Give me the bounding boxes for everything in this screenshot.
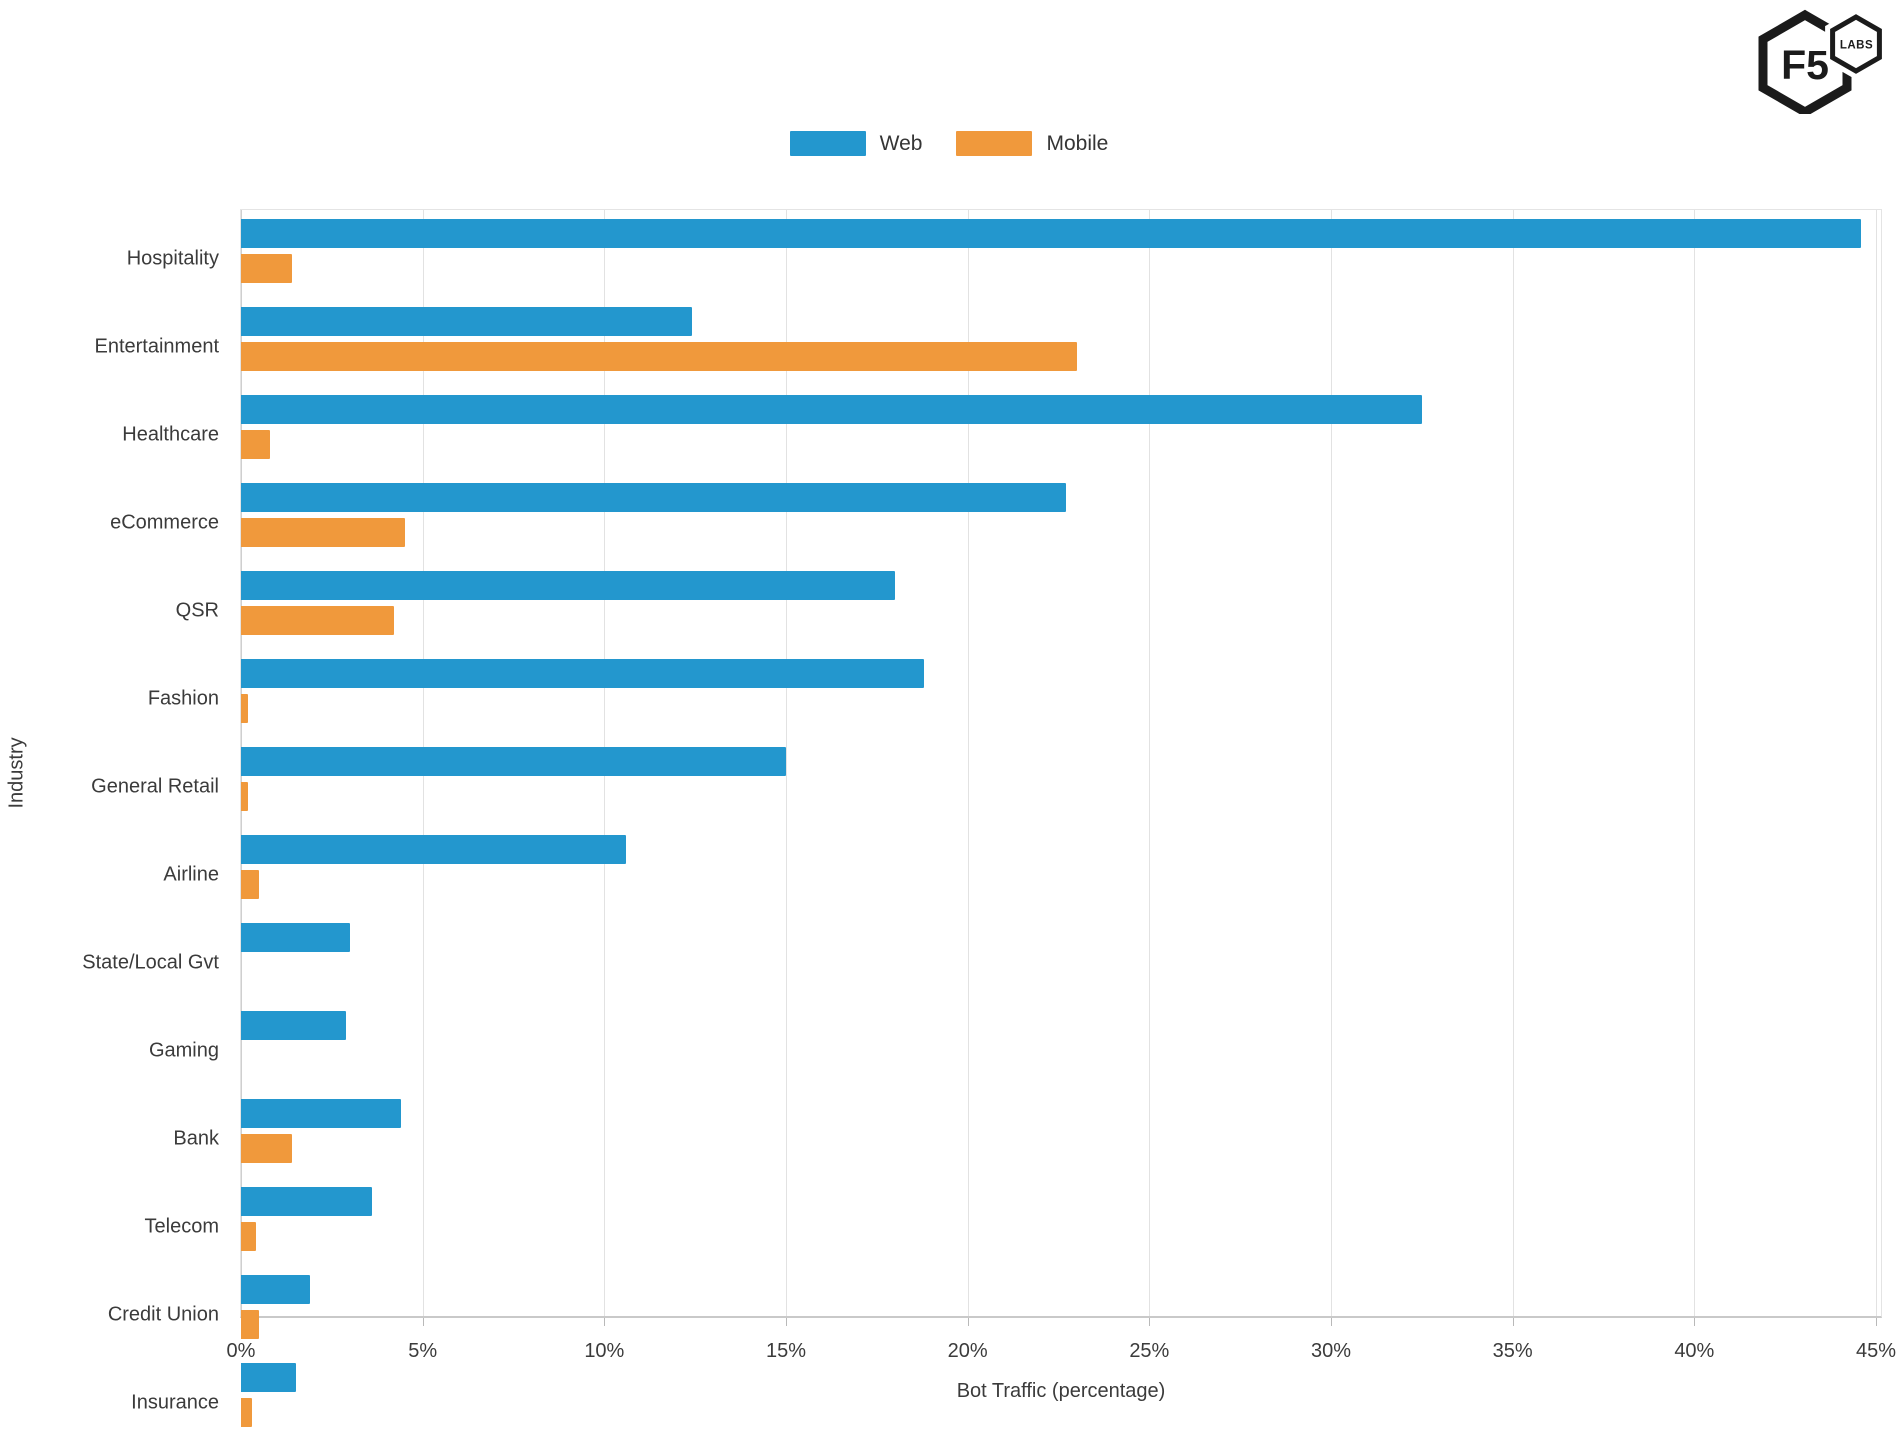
mobile-bar bbox=[241, 1134, 292, 1163]
mobile-bar bbox=[241, 1222, 256, 1251]
legend-label-web: Web bbox=[879, 131, 923, 155]
legend-item-mobile: Mobile bbox=[956, 131, 1108, 156]
tick-label-5%: 5% bbox=[408, 1340, 438, 1362]
category-label: QSR bbox=[175, 599, 219, 621]
mobile-bar bbox=[241, 518, 405, 547]
legend-swatch-mobile bbox=[956, 131, 1033, 156]
category-label: State/Local Gvt bbox=[82, 951, 219, 973]
gridline-40% bbox=[1694, 210, 1696, 1316]
web-bar bbox=[241, 307, 692, 336]
category-row-telecom: Telecom bbox=[145, 1187, 1881, 1266]
mobile-bar bbox=[241, 254, 292, 283]
web-bar bbox=[241, 1275, 311, 1304]
web-bar bbox=[241, 1363, 296, 1392]
legend-label-mobile: Mobile bbox=[1046, 131, 1109, 155]
category-label: Hospitality bbox=[126, 247, 219, 269]
gridline-45% bbox=[1876, 210, 1877, 1316]
category-label: Airline bbox=[163, 863, 219, 885]
gridline-35% bbox=[1512, 210, 1514, 1316]
mobile-bar bbox=[241, 606, 394, 635]
web-bar bbox=[241, 835, 627, 864]
tick-mark-10% bbox=[604, 1318, 606, 1326]
web-bar bbox=[241, 219, 1862, 248]
tick-label-40%: 40% bbox=[1674, 1340, 1715, 1362]
gridline-15% bbox=[786, 210, 787, 1316]
category-row-general-retail: General Retail bbox=[91, 747, 1881, 826]
tick-label-35%: 35% bbox=[1492, 1340, 1533, 1362]
category-row-airline: Airline bbox=[163, 835, 1881, 914]
gridline-30% bbox=[1331, 210, 1332, 1316]
legend-swatch-web bbox=[789, 131, 866, 156]
mobile-bar bbox=[241, 1398, 252, 1427]
gridline-25% bbox=[1149, 210, 1151, 1316]
web-bar bbox=[241, 1011, 347, 1040]
tick-mark-20% bbox=[967, 1318, 969, 1326]
x-axis-title: Bot Traffic (percentage) bbox=[956, 1380, 1166, 1402]
category-label: Healthcare bbox=[122, 423, 219, 445]
gridline-20% bbox=[967, 210, 969, 1316]
tick-label-20%: 20% bbox=[947, 1340, 988, 1362]
logo-labs-text: LABS bbox=[1840, 40, 1873, 52]
tick-label-0%: 0% bbox=[226, 1340, 256, 1362]
tick-mark-30% bbox=[1331, 1318, 1332, 1326]
legend-item-web: Web bbox=[789, 131, 923, 156]
mobile-bar bbox=[241, 342, 1077, 371]
tick-mark-35% bbox=[1512, 1318, 1514, 1326]
tick-mark-40% bbox=[1694, 1318, 1696, 1326]
category-row-gaming: Gaming bbox=[149, 1011, 1881, 1090]
category-row-ecommerce: eCommerce bbox=[110, 483, 1881, 562]
tick-label-15%: 15% bbox=[765, 1340, 807, 1362]
tick-label-45%: 45% bbox=[1855, 1340, 1897, 1362]
category-row-insurance: Insurance bbox=[131, 1363, 1881, 1442]
web-bar bbox=[241, 659, 925, 688]
category-row-credit-union: Credit Union bbox=[108, 1275, 1881, 1354]
web-bar bbox=[241, 1099, 401, 1128]
category-label: Entertainment bbox=[94, 335, 219, 357]
category-label: Credit Union bbox=[107, 1303, 219, 1325]
category-label: General Retail bbox=[91, 775, 219, 797]
mobile-bar bbox=[241, 694, 249, 723]
tick-label-30%: 30% bbox=[1310, 1340, 1352, 1362]
category-row-healthcare: Healthcare bbox=[122, 395, 1881, 474]
web-bar bbox=[241, 923, 350, 952]
tick-mark-45% bbox=[1876, 1318, 1877, 1326]
mobile-bar bbox=[241, 782, 249, 811]
chart-legend: Web Mobile bbox=[0, 131, 1898, 156]
category-row-entertainment: Entertainment bbox=[94, 307, 1881, 386]
category-row-qsr: QSR bbox=[176, 571, 1881, 650]
category-label: Insurance bbox=[131, 1391, 219, 1413]
web-bar bbox=[241, 483, 1066, 512]
logo-f5-text: F5 bbox=[1781, 42, 1829, 88]
web-bar bbox=[241, 747, 786, 776]
mobile-bar bbox=[241, 430, 271, 459]
plot-area: Bot Traffic (percentage) 0% 5% 10% 15% 20% 25… bbox=[82, 209, 1896, 1427]
category-label: Telecom bbox=[144, 1215, 219, 1237]
web-bar bbox=[241, 571, 895, 600]
tick-mark-25% bbox=[1149, 1318, 1151, 1326]
category-row-bank: Bank bbox=[173, 1099, 1881, 1178]
web-bar bbox=[241, 1187, 372, 1216]
category-label: Fashion bbox=[147, 687, 219, 709]
tick-label-25%: 25% bbox=[1129, 1340, 1170, 1362]
category-label: eCommerce bbox=[110, 511, 219, 533]
f5-labs-logo: F5 LABS bbox=[1758, 8, 1887, 114]
web-bar bbox=[241, 395, 1422, 424]
tick-mark-15% bbox=[786, 1318, 787, 1326]
category-row-hospitality: Hospitality bbox=[127, 219, 1881, 298]
tick-mark-5% bbox=[422, 1318, 424, 1326]
y-axis-title: Industry bbox=[5, 737, 28, 809]
mobile-bar bbox=[241, 870, 260, 899]
category-row-fashion: Fashion bbox=[148, 659, 1881, 738]
category-label: Bank bbox=[173, 1127, 219, 1149]
category-label: Gaming bbox=[148, 1039, 219, 1061]
logo-hexagon-small bbox=[1830, 14, 1882, 74]
mobile-bar bbox=[241, 1310, 260, 1339]
tick-label-10%: 10% bbox=[584, 1340, 625, 1362]
category-row-state-local-gvt: State/Local Gvt bbox=[82, 923, 1881, 1002]
